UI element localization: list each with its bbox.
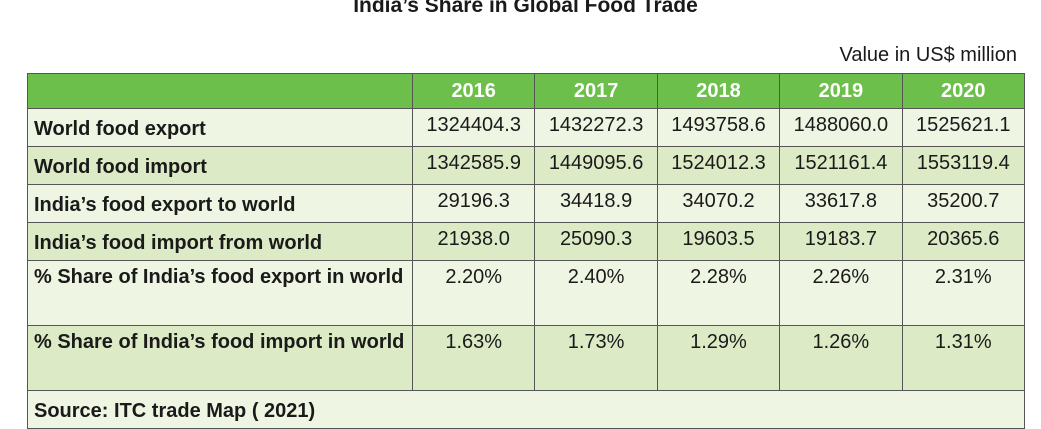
- row-label: % Share of India’s food import in world: [27, 325, 413, 391]
- cell-value: 1493758.6: [656, 108, 781, 147]
- cell-value: 2.40%: [534, 260, 658, 326]
- table-row: % Share of India’s food export in world 2…: [27, 260, 1026, 326]
- cell-value: 2.20%: [411, 260, 536, 326]
- cell-value: 1.73%: [534, 325, 658, 391]
- data-table: 2016 2017 2018 2019 2020 World food export 13…: [27, 73, 1026, 429]
- cell-value: 34418.9: [534, 184, 658, 223]
- table-row: India’s food export to world 29196.3 34418…: [27, 184, 1026, 223]
- cell-value: 1488060.0: [779, 108, 903, 147]
- row-label: % Share of India’s food export in world: [27, 260, 413, 326]
- source-note: Source: ITC trade Map ( 2021): [27, 390, 1025, 429]
- row-label: World food export: [27, 108, 413, 147]
- cell-value: 1.31%: [901, 325, 1026, 391]
- cell-value: 29196.3: [411, 184, 536, 223]
- cell-value: 19603.5: [656, 222, 781, 261]
- cell-value: 21938.0: [411, 222, 536, 261]
- table-head: 2016 2017 2018 2019 2020: [27, 73, 1026, 109]
- cell-value: 1524012.3: [656, 146, 781, 185]
- cell-value: 33617.8: [779, 184, 903, 223]
- source-row: Source: ITC trade Map ( 2021): [27, 390, 1025, 429]
- column-header: 2020: [901, 73, 1026, 109]
- cell-value: 1324404.3: [411, 108, 536, 147]
- column-header: 2018: [656, 73, 781, 109]
- table-row: World food export 1324404.3 1432272.3 14937…: [27, 108, 1026, 147]
- cell-value: 1449095.6: [534, 146, 658, 185]
- cell-value: 34070.2: [656, 184, 781, 223]
- column-header: 2019: [779, 73, 903, 109]
- page-title: India’s Share in Global Food Trade: [353, 0, 698, 17]
- column-header: 2016: [411, 73, 536, 109]
- table-row: India’s food import from world 21938.0 250…: [27, 222, 1026, 261]
- cell-value: 2.31%: [901, 260, 1026, 326]
- cell-value: 2.28%: [656, 260, 781, 326]
- page: India’s Share in Global Food Trade Value…: [27, 0, 1026, 429]
- cell-value: 25090.3: [534, 222, 658, 261]
- table-row: % Share of India’s food import in world 1…: [27, 325, 1026, 391]
- unit-note: Value in US$ million: [839, 44, 1018, 66]
- cell-value: 1.26%: [779, 325, 903, 391]
- cell-value: 1342585.9: [411, 146, 536, 185]
- header-row: 2016 2017 2018 2019 2020: [27, 73, 1026, 109]
- cell-value: 19183.7: [779, 222, 903, 261]
- cell-value: 2.26%: [779, 260, 903, 326]
- column-header: 2017: [534, 73, 658, 109]
- cell-value: 1521161.4: [779, 146, 903, 185]
- table-row: World food import 1342585.9 1449095.6 15240…: [27, 146, 1026, 185]
- row-label: India’s food import from world: [27, 222, 413, 261]
- cell-value: 1.29%: [656, 325, 781, 391]
- cell-value: 1432272.3: [534, 108, 658, 147]
- cell-value: 1525621.1: [901, 108, 1026, 147]
- row-label: World food import: [27, 146, 413, 185]
- cell-value: 1.63%: [411, 325, 536, 391]
- table-body: World food export 1324404.3 1432272.3 14937…: [27, 108, 1026, 429]
- cell-value: 20365.6: [901, 222, 1026, 261]
- cell-value: 1553119.4: [901, 146, 1026, 185]
- cell-value: 35200.7: [901, 184, 1026, 223]
- row-label: India’s food export to world: [27, 184, 413, 223]
- header-corner: [27, 73, 413, 109]
